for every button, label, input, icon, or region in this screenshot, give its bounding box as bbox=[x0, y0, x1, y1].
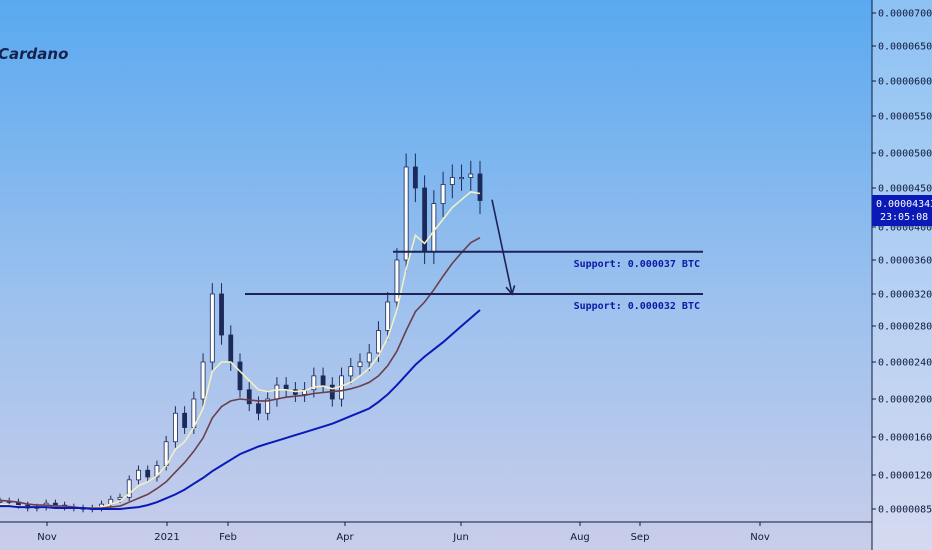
time-tick-label: Jun bbox=[452, 532, 469, 543]
candle-body bbox=[385, 301, 391, 331]
candle-body bbox=[154, 465, 160, 478]
candle-body bbox=[117, 496, 123, 500]
candle-body bbox=[136, 469, 141, 481]
last-price-value: 0.00004343 bbox=[876, 199, 932, 210]
price-tick-label: 0.00007000 bbox=[878, 9, 932, 20]
time-tick-label: Nov bbox=[750, 532, 770, 543]
last-price-badge: 0.00004343 23:05:08 bbox=[872, 195, 932, 226]
candle-body bbox=[412, 166, 418, 189]
candle-body bbox=[172, 412, 178, 443]
time-tick-label: Apr bbox=[336, 532, 354, 543]
candle-body bbox=[339, 375, 344, 400]
candle-body bbox=[459, 177, 464, 180]
projection-arrow-head bbox=[505, 285, 516, 296]
projection-arrow-shaft bbox=[491, 199, 513, 295]
support-lines-group: Support: 0.000037 BTC Support: 0.000032 B… bbox=[245, 250, 703, 312]
candle-body bbox=[366, 352, 372, 363]
last-price-countdown: 23:05:08 bbox=[880, 212, 928, 223]
candle-body bbox=[394, 259, 400, 303]
candle-body bbox=[440, 184, 446, 205]
candle-body bbox=[274, 384, 280, 400]
candle-body bbox=[237, 361, 243, 391]
candle-body bbox=[228, 334, 234, 363]
candle-body bbox=[302, 389, 308, 395]
candle-body bbox=[357, 361, 363, 368]
candle-body bbox=[265, 398, 271, 414]
time-tick-label: 2021 bbox=[154, 532, 179, 543]
candle-body bbox=[126, 479, 132, 498]
time-tick-label: Sep bbox=[631, 532, 650, 543]
time-tick-label: Aug bbox=[570, 532, 590, 543]
chart-title: Cardano bbox=[0, 45, 68, 63]
candle-body bbox=[219, 293, 224, 336]
support-label: Support: 0.000037 BTC bbox=[574, 259, 700, 270]
moving-average-line bbox=[0, 309, 481, 510]
candle-body bbox=[477, 173, 483, 201]
candle-body bbox=[431, 203, 437, 253]
time-tick-label: Nov bbox=[37, 532, 57, 543]
candle-body bbox=[246, 389, 252, 405]
candle-body bbox=[145, 469, 151, 478]
candle-body bbox=[348, 366, 354, 377]
moving-averages-group bbox=[0, 191, 481, 510]
candle-body bbox=[311, 375, 317, 391]
price-axis-panel[interactable] bbox=[872, 0, 932, 550]
candle-body bbox=[52, 502, 58, 506]
candle-body bbox=[468, 173, 474, 178]
candle-body bbox=[256, 403, 261, 414]
candle-body bbox=[320, 375, 326, 386]
time-axis-ticks: Nov 2021 Feb Apr Jun Aug Sep Nov bbox=[37, 522, 770, 543]
candle-body bbox=[209, 293, 215, 363]
candle-body bbox=[376, 330, 381, 354]
candle-body bbox=[182, 412, 188, 428]
candle-body bbox=[403, 166, 409, 261]
candle-body bbox=[449, 177, 455, 185]
time-tick-label: Feb bbox=[219, 532, 237, 543]
candle-body bbox=[200, 361, 206, 400]
support-label: Support: 0.000032 BTC bbox=[574, 301, 700, 312]
candle-body bbox=[0, 500, 3, 503]
projection-arrow-group bbox=[491, 199, 516, 296]
